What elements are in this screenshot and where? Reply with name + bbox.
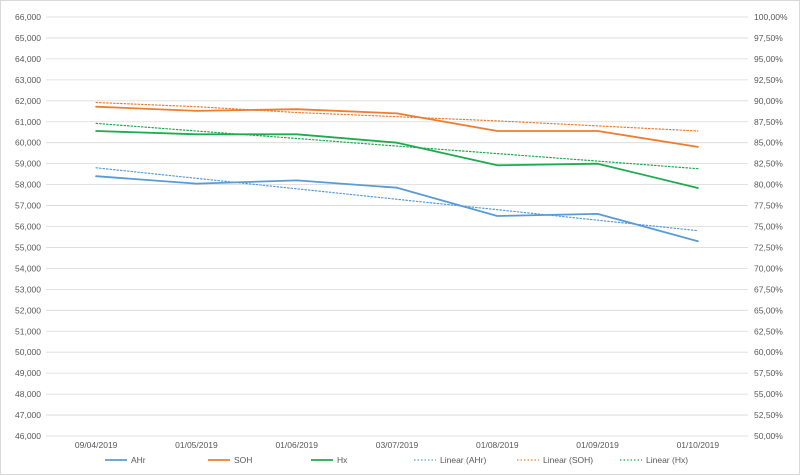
- legend-label: Linear (SOH): [543, 455, 593, 465]
- legend-item: SOH: [208, 455, 252, 465]
- right-tick-label: 80,00%: [754, 180, 783, 190]
- left-tick-label: 60,000: [15, 138, 41, 148]
- x-tick-label: 01/08/2019: [476, 440, 519, 450]
- right-tick-label: 70,00%: [754, 263, 783, 273]
- left-tick-label: 48,000: [15, 389, 41, 399]
- right-tick-label: 60,00%: [754, 347, 783, 357]
- right-tick-label: 82,50%: [754, 159, 783, 169]
- left-tick-label: 49,000: [15, 368, 41, 378]
- right-tick-label: 95,00%: [754, 54, 783, 64]
- series-line-soh: [95, 105, 699, 148]
- x-tick-label: 01/06/2019: [275, 440, 318, 450]
- left-tick-label: 61,000: [15, 117, 41, 127]
- right-tick-label: 90,00%: [754, 96, 783, 106]
- right-tick-label: 75,00%: [754, 222, 783, 232]
- right-tick-label: 77,50%: [754, 201, 783, 211]
- legend-item: Hx: [311, 455, 348, 465]
- legend-item: Linear (SOH): [517, 455, 593, 465]
- right-tick-label: 72,50%: [754, 242, 783, 252]
- left-tick-label: 64,000: [15, 54, 41, 64]
- left-tick-label: 53,000: [15, 284, 41, 294]
- left-tick-label: 51,000: [15, 326, 41, 336]
- right-tick-label: 52,50%: [754, 410, 783, 420]
- legend-label: AHr: [131, 455, 146, 465]
- series-line-linear-hx: [95, 122, 699, 170]
- left-tick-label: 65,000: [15, 33, 41, 43]
- left-tick-label: 59,000: [15, 159, 41, 169]
- right-tick-label: 62,50%: [754, 326, 783, 336]
- legend-item: AHr: [105, 455, 146, 465]
- right-tick-label: 67,50%: [754, 284, 783, 294]
- legend-item: Linear (Hx): [620, 455, 688, 465]
- legend-label: SOH: [234, 455, 252, 465]
- right-tick-label: 87,50%: [754, 117, 783, 127]
- left-tick-label: 46,000: [15, 431, 41, 441]
- legend-label: Linear (AHr): [440, 455, 486, 465]
- right-tick-label: 85,00%: [754, 138, 783, 148]
- left-tick-label: 58,000: [15, 180, 41, 190]
- left-tick-label: 50,000: [15, 347, 41, 357]
- x-tick-label: 01/09/2019: [576, 440, 619, 450]
- x-tick-label: 01/05/2019: [175, 440, 218, 450]
- series-line-linear-soh: [95, 101, 699, 132]
- right-axis: 50,00% 52,50% 55,00% 57,50% 60,00% 62,50% 65,0…: [754, 12, 788, 441]
- x-tick-label: 09/04/2019: [75, 440, 118, 450]
- right-tick-label: 97,50%: [754, 33, 783, 43]
- left-tick-label: 57,000: [15, 201, 41, 211]
- left-tick-label: 47,000: [15, 410, 41, 420]
- legend: AHr SOH Hx Linear (AHr) Linear (SOH) Linear (…: [105, 455, 688, 465]
- left-axis: 46,000 47,000 48,000 49,000 50,000 51,000 52,0…: [15, 12, 41, 441]
- legend-label: Hx: [337, 455, 348, 465]
- x-tick-label: 01/10/2019: [677, 440, 720, 450]
- right-tick-label: 50,00%: [754, 431, 783, 441]
- legend-label: Linear (Hx): [646, 455, 688, 465]
- left-tick-label: 56,000: [15, 222, 41, 232]
- legend-item: Linear (AHr): [414, 455, 486, 465]
- right-tick-label: 65,00%: [754, 305, 783, 315]
- series-line-hx: [95, 130, 699, 189]
- x-tick-label: 03/07/2019: [376, 440, 419, 450]
- right-tick-label: 100,00%: [754, 12, 788, 22]
- series-line-linear-ahr: [95, 167, 699, 232]
- right-tick-label: 55,00%: [754, 389, 783, 399]
- x-axis: 09/04/2019 01/05/2019 01/06/2019 03/07/2019…: [75, 440, 720, 450]
- left-tick-label: 54,000: [15, 263, 41, 273]
- left-tick-label: 62,000: [15, 96, 41, 106]
- series-line-ahr: [95, 175, 699, 243]
- left-tick-label: 55,000: [15, 242, 41, 252]
- left-tick-label: 63,000: [15, 75, 41, 85]
- right-tick-label: 57,50%: [754, 368, 783, 378]
- left-tick-label: 52,000: [15, 305, 41, 315]
- left-tick-label: 66,000: [15, 12, 41, 22]
- right-tick-label: 92,50%: [754, 75, 783, 85]
